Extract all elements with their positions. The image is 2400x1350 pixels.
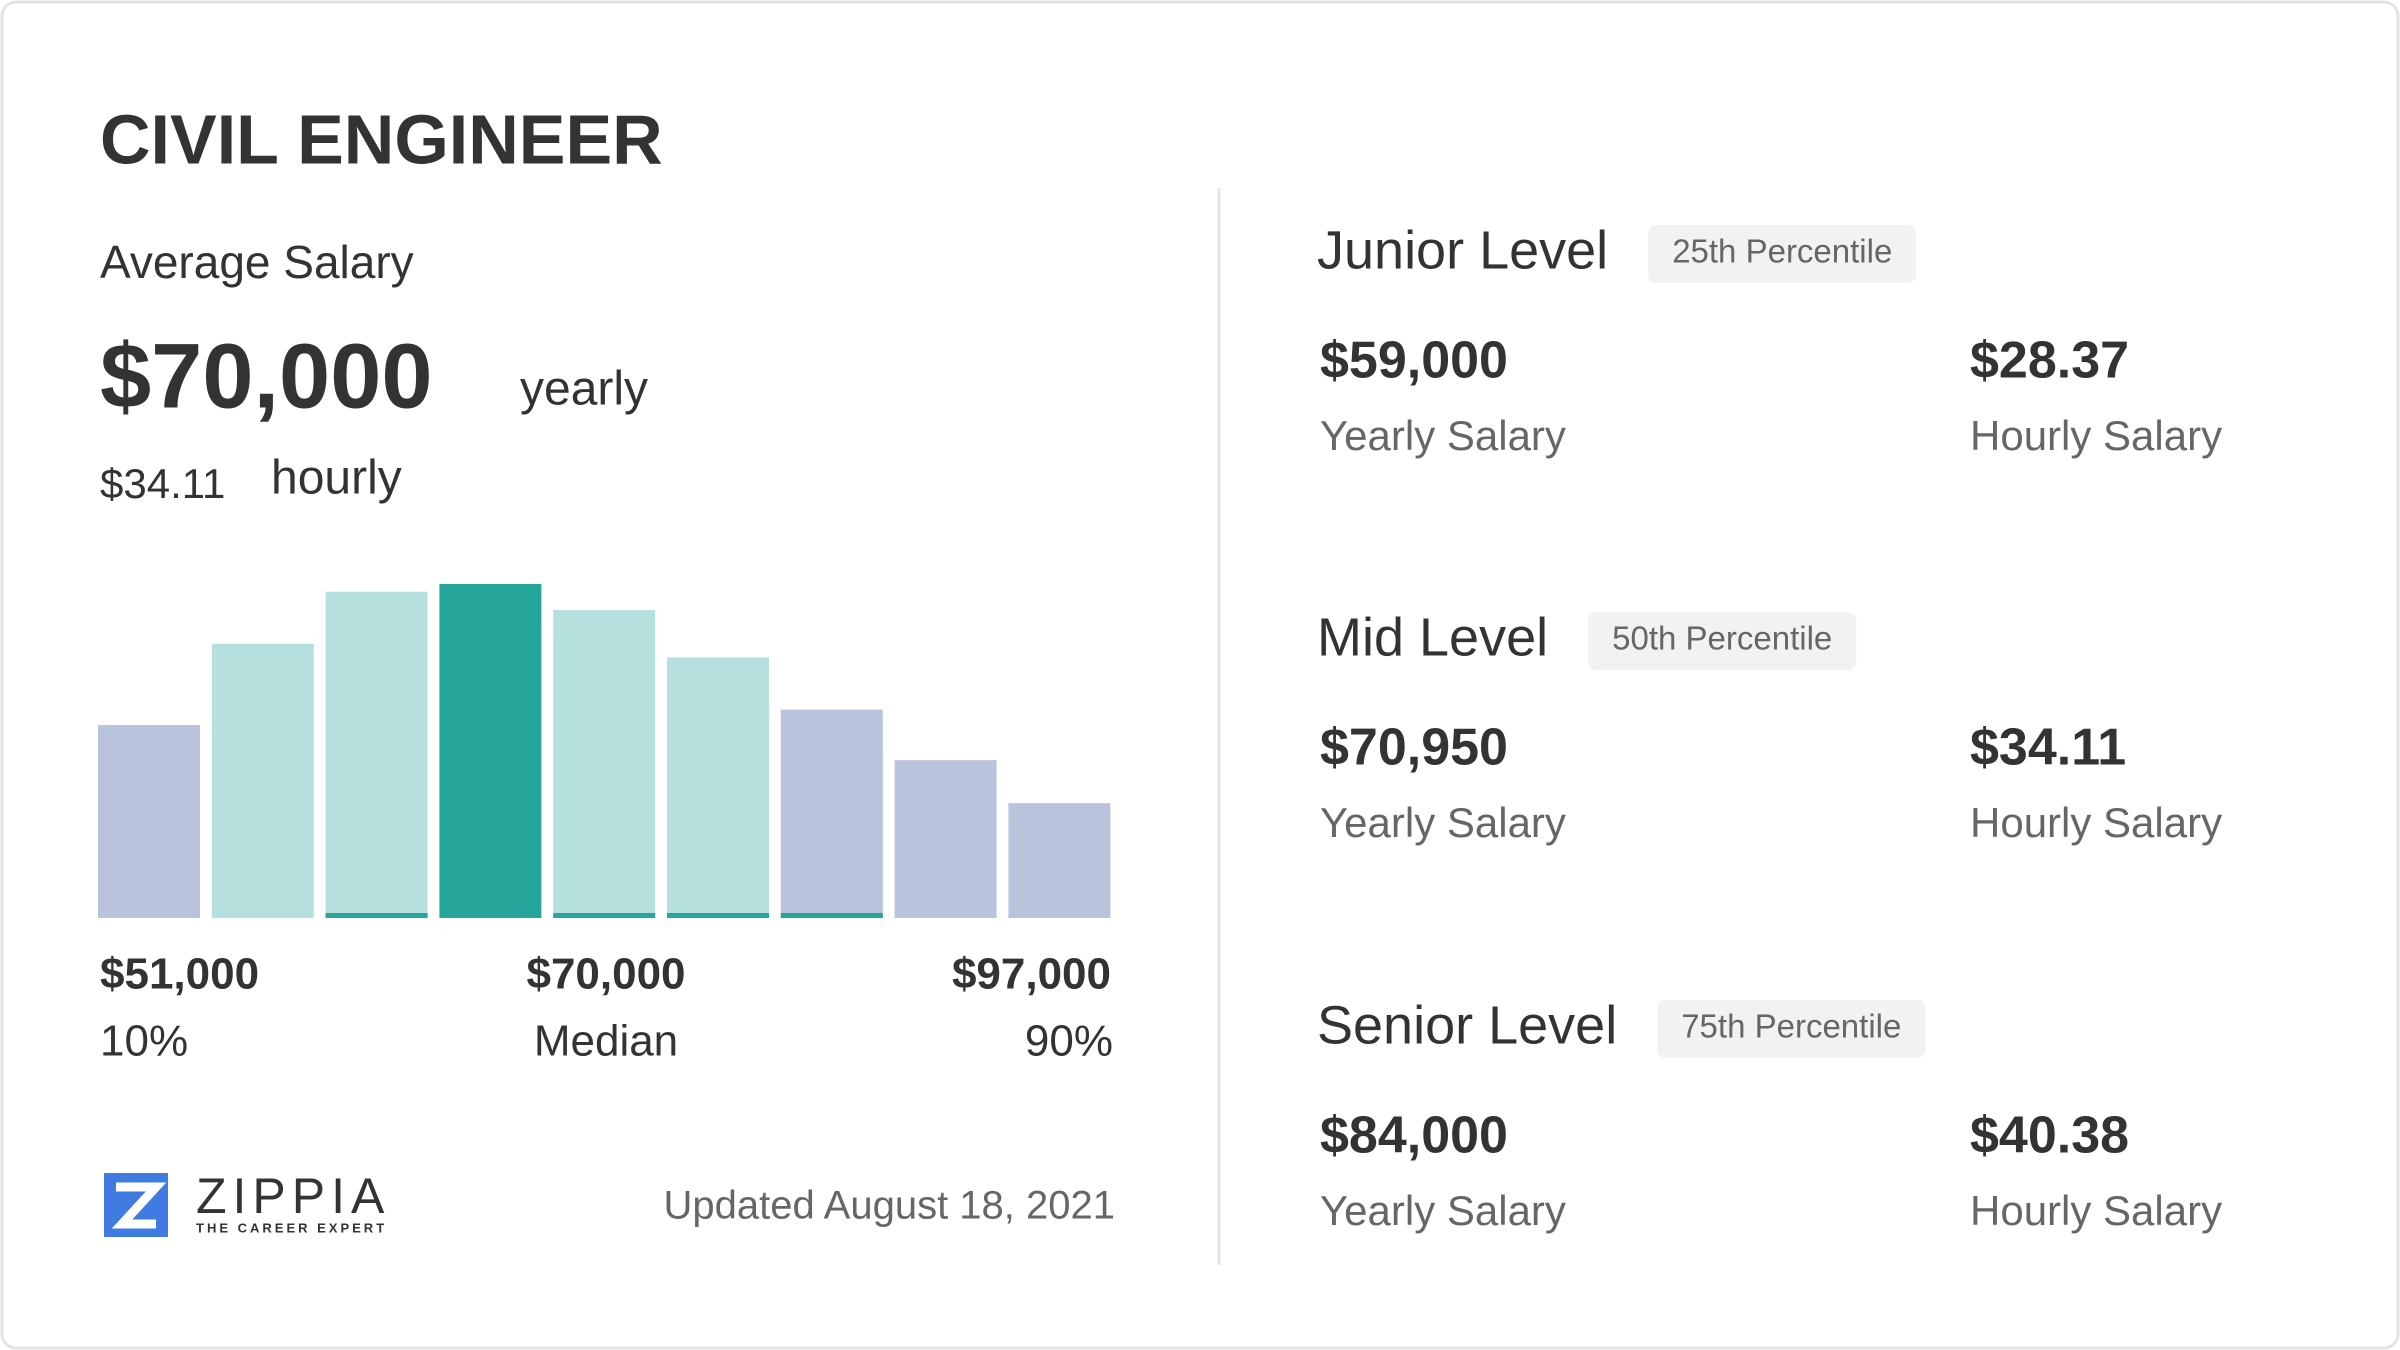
level-name: Junior Level [1317, 220, 1608, 280]
percentile-badge [1648, 225, 1917, 283]
logo-tagline: THE CAREER EXPERT [196, 1220, 387, 1235]
average-label: Average Salary [100, 236, 414, 288]
yearly-label: Yearly Salary [1320, 412, 1566, 459]
bar [98, 724, 200, 918]
range-value: $51,000 [100, 950, 259, 999]
range-label: 10% [100, 1017, 188, 1066]
bar [667, 657, 769, 918]
range-label: 90% [1025, 1017, 1113, 1066]
yearly-salary: $59,000 [1320, 332, 1508, 390]
hourly-salary: $28.37 [1970, 332, 2129, 390]
bar [325, 591, 428, 918]
yearly-label: Yearly Salary [1320, 1187, 1566, 1234]
bar [780, 709, 883, 918]
percentile-badge [1588, 612, 1857, 670]
bar-accent [553, 913, 656, 918]
bar [553, 610, 656, 918]
hourly-label: Hourly Salary [1970, 412, 2222, 459]
logo-name: ZIPPIA [196, 1168, 390, 1224]
logo-z [111, 1182, 167, 1229]
yearly-label: Yearly Salary [1320, 799, 1566, 846]
job-title: CIVIL ENGINEER [100, 100, 663, 178]
bar [439, 584, 542, 918]
bar [211, 643, 314, 918]
bar-accent [325, 913, 428, 918]
bar-accent [667, 913, 769, 918]
level-name: Senior Level [1317, 995, 1617, 1055]
bar-accent [780, 913, 883, 918]
hourly-salary: $40.38 [1970, 1107, 2129, 1165]
range-value: $70,000 [526, 950, 685, 999]
hourly-salary: $34.11 [1970, 719, 2126, 777]
bar [1008, 803, 1111, 918]
hourly-unit: hourly [271, 452, 402, 505]
percentile-label: 25th Percentile [1672, 233, 1892, 270]
percentile-badge [1657, 1000, 1926, 1058]
level-name: Mid Level [1317, 607, 1548, 667]
hourly-label: Hourly Salary [1970, 799, 2222, 846]
yearly-salary: $70,950 [1320, 719, 1508, 777]
average-hourly: $34.11 [100, 460, 225, 507]
logo: ZIPPIA THE CAREER EXPERT [104, 1168, 390, 1237]
yearly-salary: $84,000 [1320, 1107, 1508, 1165]
range-label: Median [534, 1017, 678, 1066]
yearly-unit: yearly [520, 363, 648, 416]
average-yearly: $70,000 [100, 325, 433, 427]
bar [894, 760, 997, 918]
updated-date: Updated August 18, 2021 [664, 1184, 1115, 1228]
range-value: $97,000 [952, 950, 1111, 999]
percentile-label: 50th Percentile [1612, 620, 1832, 657]
hourly-label: Hourly Salary [1970, 1187, 2222, 1234]
percentile-label: 75th Percentile [1681, 1008, 1901, 1045]
